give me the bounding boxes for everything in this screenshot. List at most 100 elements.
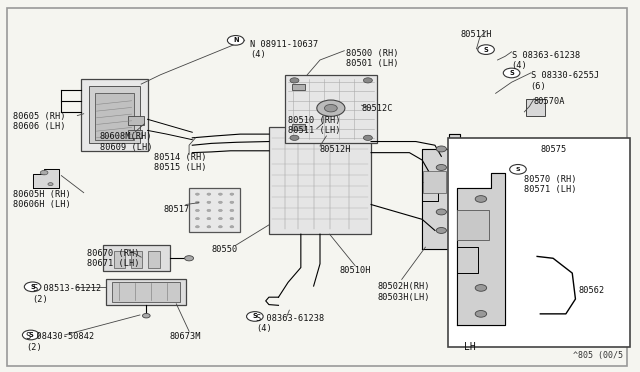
Text: S 08363-61238
(4): S 08363-61238 (4)	[511, 51, 580, 70]
Circle shape	[195, 226, 199, 228]
Bar	[189, 188, 240, 232]
Bar	[131, 251, 143, 267]
Circle shape	[207, 226, 211, 228]
Text: N: N	[233, 37, 239, 44]
Circle shape	[475, 311, 486, 317]
Text: LH: LH	[464, 341, 476, 352]
Text: 80510H: 80510H	[339, 266, 371, 275]
Text: 80512H: 80512H	[320, 145, 351, 154]
Bar	[95, 93, 134, 140]
Text: 80673M: 80673M	[170, 333, 202, 341]
Bar	[129, 130, 143, 138]
Text: 80517: 80517	[164, 205, 190, 214]
Bar	[148, 251, 160, 267]
Circle shape	[207, 201, 211, 203]
Polygon shape	[422, 134, 461, 249]
Circle shape	[436, 146, 447, 152]
Polygon shape	[33, 169, 60, 188]
Bar	[89, 86, 140, 143]
Circle shape	[246, 312, 263, 321]
Circle shape	[218, 193, 222, 195]
Circle shape	[436, 209, 447, 215]
Text: 80670 (RH)
80671 (LH): 80670 (RH) 80671 (LH)	[87, 249, 140, 269]
Bar	[106, 279, 186, 305]
Circle shape	[207, 218, 211, 220]
Circle shape	[24, 282, 41, 292]
Bar	[458, 210, 489, 240]
Circle shape	[230, 218, 234, 220]
Circle shape	[230, 226, 234, 228]
Bar	[292, 84, 305, 90]
Circle shape	[475, 196, 486, 202]
Circle shape	[143, 314, 150, 318]
Circle shape	[195, 209, 199, 212]
Text: 80510 (RH)
80511 (LH): 80510 (RH) 80511 (LH)	[288, 116, 340, 135]
Text: S: S	[30, 284, 35, 290]
Text: 80608M(RH)
80609 (LH): 80608M(RH) 80609 (LH)	[100, 132, 152, 152]
Circle shape	[230, 193, 234, 195]
Polygon shape	[499, 173, 524, 212]
Circle shape	[505, 180, 518, 188]
Circle shape	[218, 201, 222, 203]
Circle shape	[317, 100, 345, 116]
Bar	[285, 75, 378, 143]
Text: 80511H: 80511H	[461, 31, 492, 39]
Bar	[466, 147, 481, 164]
Text: S: S	[28, 332, 33, 338]
Circle shape	[40, 170, 48, 175]
Circle shape	[195, 218, 199, 220]
Circle shape	[218, 209, 222, 212]
Bar	[103, 245, 170, 271]
Circle shape	[195, 193, 199, 195]
Text: S: S	[484, 46, 488, 52]
Circle shape	[509, 164, 526, 174]
Circle shape	[324, 105, 337, 112]
Circle shape	[218, 218, 222, 220]
Text: 80512C: 80512C	[362, 105, 393, 113]
Text: S 08363-61238
(4): S 08363-61238 (4)	[256, 314, 324, 333]
Text: ^805 (00/5: ^805 (00/5	[573, 351, 623, 360]
Bar	[81, 78, 148, 151]
Text: 80570 (RH)
80571 (LH): 80570 (RH) 80571 (LH)	[524, 175, 577, 194]
Circle shape	[475, 222, 486, 228]
Circle shape	[22, 330, 39, 340]
Text: S: S	[253, 314, 257, 320]
Circle shape	[505, 197, 518, 205]
Polygon shape	[529, 142, 545, 156]
Bar	[292, 124, 305, 131]
Circle shape	[230, 201, 234, 203]
Circle shape	[436, 164, 447, 170]
Circle shape	[207, 209, 211, 212]
Text: 80502H(RH)
80503H(LH): 80502H(RH) 80503H(LH)	[378, 282, 430, 302]
Circle shape	[290, 78, 299, 83]
Text: 80605 (RH)
80606 (LH): 80605 (RH) 80606 (LH)	[13, 112, 66, 131]
Circle shape	[195, 201, 199, 203]
Text: S: S	[509, 70, 514, 76]
Circle shape	[230, 209, 234, 212]
Polygon shape	[458, 173, 505, 325]
Circle shape	[364, 78, 372, 83]
Circle shape	[436, 228, 447, 234]
Text: 80605H (RH)
80606H (LH): 80605H (RH) 80606H (LH)	[13, 190, 71, 209]
Circle shape	[227, 36, 244, 45]
Bar	[129, 116, 145, 125]
Circle shape	[207, 193, 211, 195]
Circle shape	[477, 45, 494, 54]
Text: S 08330-6255J
(6): S 08330-6255J (6)	[531, 71, 599, 90]
Text: S 08430-50842
(2): S 08430-50842 (2)	[26, 333, 95, 352]
Circle shape	[503, 68, 520, 78]
Text: 80562: 80562	[579, 286, 605, 295]
Circle shape	[475, 285, 486, 291]
Circle shape	[48, 183, 53, 186]
Bar	[113, 282, 179, 302]
Text: 80500 (RH)
80501 (LH): 80500 (RH) 80501 (LH)	[346, 49, 398, 68]
Bar	[448, 138, 630, 347]
Text: 80570A: 80570A	[534, 97, 565, 106]
Bar	[114, 251, 125, 267]
Circle shape	[218, 226, 222, 228]
Bar	[526, 99, 545, 116]
Bar	[424, 171, 446, 193]
Text: 80575: 80575	[540, 145, 566, 154]
Text: S: S	[516, 167, 520, 172]
Bar	[269, 127, 371, 234]
